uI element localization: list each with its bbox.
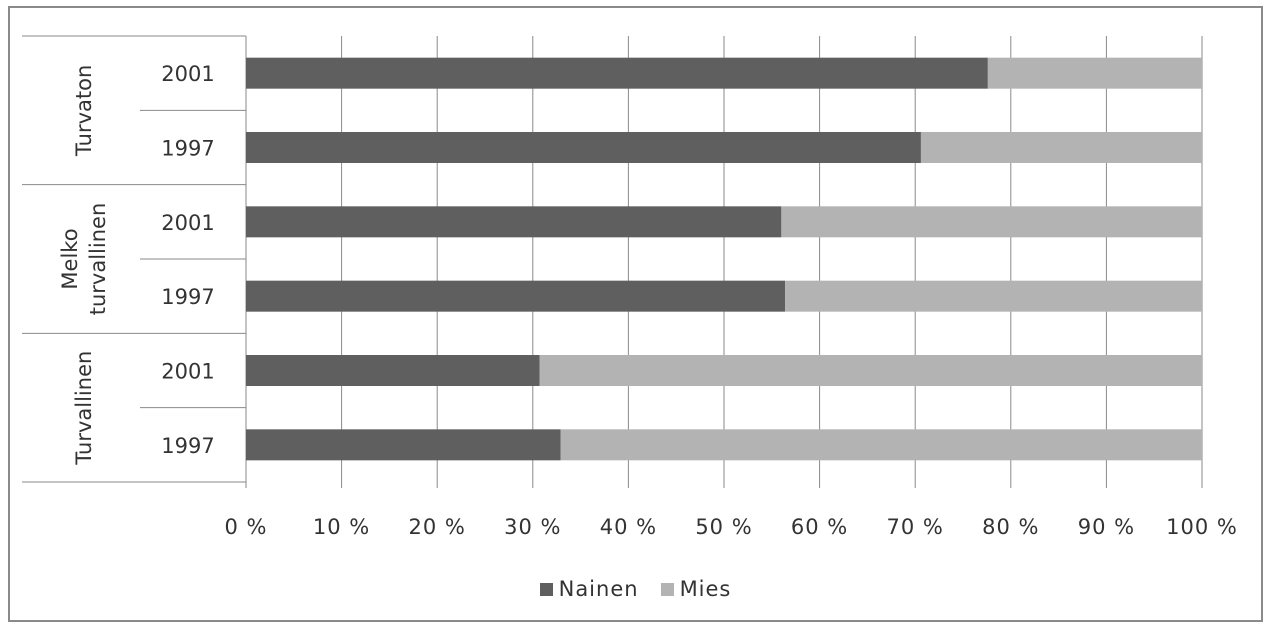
- x-tick-label: 90 %: [1078, 515, 1135, 539]
- bar-mies: [560, 429, 1202, 461]
- x-tick-label: 70 %: [887, 515, 944, 539]
- legend-entry-nainen: Nainen: [539, 577, 639, 601]
- legend-label-mies: Mies: [679, 577, 732, 601]
- group-label: turvallinen: [86, 203, 110, 316]
- legend-swatch-mies: [660, 582, 674, 596]
- row-label-year: 1997: [161, 137, 214, 161]
- x-tick-label: 50 %: [695, 515, 752, 539]
- bar-nainen: [246, 280, 786, 312]
- bar-mies: [920, 132, 1202, 163]
- x-tick-label: 40 %: [600, 515, 657, 539]
- row-label-year: 1997: [161, 434, 214, 458]
- row-label-year: 2001: [161, 62, 214, 86]
- row-label-year: 1997: [161, 285, 214, 309]
- bar-mies: [987, 57, 1202, 89]
- legend-entry-mies: Mies: [660, 577, 732, 601]
- bar-mies: [539, 355, 1202, 386]
- group-label: Melko: [58, 228, 82, 289]
- bar-nainen: [246, 355, 540, 386]
- row-label-year: 2001: [161, 360, 214, 384]
- x-tick-label: 0 %: [225, 515, 268, 539]
- bar-nainen: [246, 132, 921, 163]
- bar-mies: [781, 206, 1202, 238]
- x-tick-label: 60 %: [791, 515, 848, 539]
- bar-nainen: [246, 206, 782, 238]
- bar-mies: [785, 280, 1202, 312]
- bar-nainen: [246, 429, 561, 461]
- bar-nainen: [246, 57, 988, 89]
- legend: Nainen Mies: [0, 577, 1271, 601]
- x-tick-label: 10 %: [313, 515, 370, 539]
- x-tick-label: 100 %: [1166, 515, 1238, 539]
- legend-label-nainen: Nainen: [558, 577, 639, 601]
- x-tick-label: 20 %: [409, 515, 466, 539]
- group-label: Turvaton: [72, 65, 96, 157]
- x-tick-label: 80 %: [982, 515, 1039, 539]
- x-tick-label: 30 %: [504, 515, 561, 539]
- row-label-year: 2001: [161, 211, 214, 235]
- chart-frame: [8, 6, 1263, 622]
- legend-swatch-nainen: [539, 582, 553, 596]
- group-label: Turvallinen: [72, 351, 96, 466]
